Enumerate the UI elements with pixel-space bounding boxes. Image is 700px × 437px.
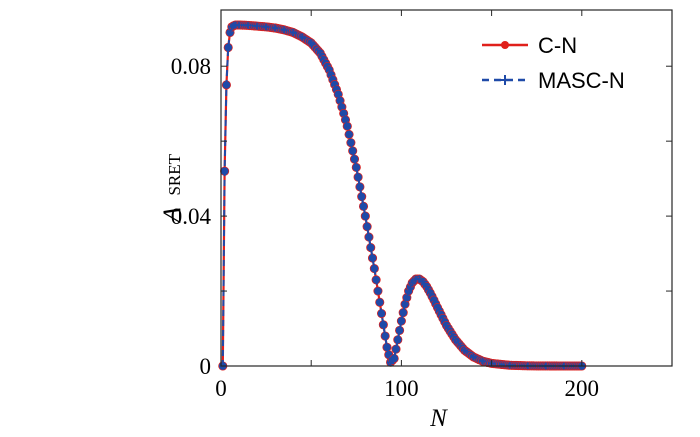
series-masc-n-point <box>415 275 423 283</box>
series-masc-n-point <box>405 287 413 295</box>
y-tick-label: 0.04 <box>171 204 212 229</box>
series-masc-n-point <box>397 317 405 325</box>
series-masc-n-point <box>433 304 441 312</box>
series-masc-n-point <box>370 265 378 273</box>
series-masc-n-point <box>325 66 333 74</box>
series-masc-n-point <box>408 279 416 287</box>
x-axis-title: N <box>429 405 448 432</box>
series-masc-n-line <box>221 23 582 367</box>
series-masc-n-point <box>280 26 288 34</box>
series-masc-n-point <box>244 21 252 29</box>
legend-masc-n-marker <box>500 75 510 85</box>
series-masc-n-point <box>419 278 427 286</box>
series-masc-n-point <box>221 167 229 175</box>
series-masc-n-point <box>253 22 261 30</box>
series-masc-n-point <box>479 357 487 365</box>
y-axis-title-main: Δ <box>159 208 186 223</box>
y-tick-label: 0 <box>200 354 212 379</box>
series-masc-n-point <box>316 49 324 57</box>
series-masc-n-point <box>222 81 230 89</box>
series-masc-n-point <box>461 346 469 354</box>
series-masc-n-point <box>352 163 360 171</box>
series-masc-n-point <box>379 321 387 329</box>
series-masc-n-point <box>394 336 402 344</box>
x-tick-label: 100 <box>384 376 419 401</box>
y-axis-title: Δ SRET <box>159 153 186 223</box>
series-masc-n-point <box>401 300 409 308</box>
x-tick-label: 0 <box>215 376 227 401</box>
series-masc-n-point <box>443 322 450 330</box>
legend: C-N MASC-N <box>474 26 664 98</box>
series-masc-n-point <box>376 298 384 306</box>
series-masc-n-point <box>506 361 514 369</box>
series-masc-n-point <box>262 23 270 31</box>
series-masc-n-point <box>334 90 342 98</box>
series-masc-n-point <box>289 28 297 36</box>
series-masc-n-point <box>470 353 478 361</box>
legend-c-n-label: C-N <box>538 33 577 58</box>
series-masc-n-point <box>387 358 395 366</box>
series-masc-n-point <box>361 212 369 220</box>
series-masc-n-point <box>390 355 398 363</box>
axes-box <box>220 9 673 367</box>
series-masc-n-point <box>343 122 351 130</box>
series-masc-n-point <box>307 39 315 47</box>
y-tick-label: 0.08 <box>171 54 211 79</box>
series-masc-n-point <box>226 28 234 36</box>
plot-area <box>218 20 587 371</box>
series-masc-n-point <box>224 43 232 51</box>
svg-text:Δ SRET: Δ SRET <box>159 153 186 223</box>
legend-c-n-marker <box>501 41 509 49</box>
series-masc-n-point <box>235 21 243 29</box>
series-masc-n-point <box>383 343 391 351</box>
series-masc-n-point <box>430 296 438 304</box>
legend-masc-n-label: MASC-N <box>538 68 625 93</box>
x-tick-label: 200 <box>565 376 600 401</box>
legend-box <box>474 26 664 98</box>
axis-ticks: 0 100 200 0 0.04 0.08 <box>171 10 673 401</box>
series-masc-n-point <box>271 24 279 32</box>
series-masc-n-point <box>298 33 306 41</box>
series-masc-n-point <box>423 283 431 291</box>
series-masc-n-point <box>452 336 460 344</box>
y-axis-title-sub: SRET <box>165 153 184 195</box>
series-masc-n-point <box>426 289 434 297</box>
